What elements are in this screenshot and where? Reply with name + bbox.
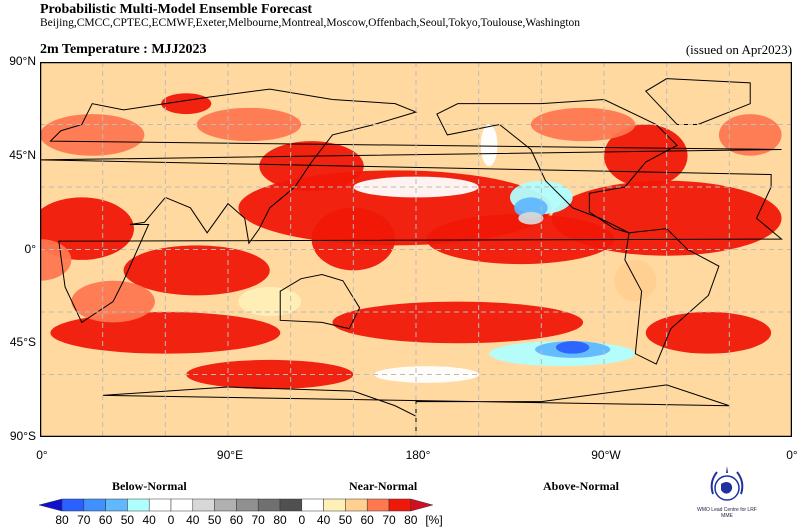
probability-region — [518, 212, 544, 225]
probability-region — [614, 259, 657, 302]
probability-region — [311, 207, 396, 271]
probability-region — [645, 312, 772, 354]
colorbar-box — [345, 498, 368, 512]
colorbar-arrow-high — [410, 498, 434, 512]
coastline — [40, 88, 783, 324]
probability-region — [123, 245, 270, 296]
lon-label: 90°E — [216, 448, 244, 462]
lat-label: 90°N — [9, 54, 36, 68]
colorbar-tick-label: 60 — [98, 513, 113, 527]
colorbar-tick-label: 80 — [404, 513, 418, 527]
near-normal-label: Near-Normal — [349, 479, 418, 493]
probability-region — [238, 287, 302, 317]
above-normal-label: Above-Normal — [543, 479, 619, 493]
probability-region — [40, 239, 72, 281]
lon-label: 90°W — [591, 448, 621, 462]
colorbar-box — [279, 498, 303, 512]
colorbar-tick-label: 70 — [77, 513, 91, 527]
colorbar-tick-label: 40 — [142, 513, 156, 527]
coastline — [279, 273, 361, 330]
lon-label: 0° — [786, 448, 798, 462]
forecast-map — [40, 62, 792, 437]
probability-region — [480, 124, 498, 167]
colorbar-tick-label: 70 — [251, 513, 265, 527]
colorbar-tick-label: 0 — [298, 513, 306, 527]
colorbar-box — [236, 498, 259, 512]
colorbar-box — [148, 498, 172, 512]
colorbar-box — [83, 498, 106, 512]
colorbar-box — [105, 498, 128, 512]
colorbar-box — [301, 498, 324, 512]
unit-label: [%] — [425, 513, 443, 527]
lat-label: 90°S — [9, 429, 36, 443]
probability-region — [40, 114, 145, 156]
colorbar-tick-label: 80 — [273, 513, 287, 527]
lat-label: 0° — [24, 242, 36, 256]
probability-region — [40, 197, 134, 260]
colorbar-box — [127, 498, 150, 512]
colorbar-box — [61, 498, 85, 512]
colorbar-box — [170, 498, 194, 512]
probability-region — [259, 141, 364, 192]
probability-region — [555, 341, 590, 354]
colorbar-tick-label: 40 — [316, 513, 331, 527]
page-title: Probabilistic Multi-Model Ensemble Forec… — [40, 2, 313, 17]
colorbar — [38, 498, 434, 512]
coastline — [624, 228, 720, 365]
colorbar-tick-label: 50 — [207, 513, 222, 527]
logo-text: WMO Lead Centre for LRF MME — [697, 507, 757, 519]
colorbar-tick-label: 60 — [229, 513, 244, 527]
colorbar-box — [388, 498, 412, 512]
colorbar-tick-label: 40 — [186, 513, 200, 527]
probability-region — [332, 301, 584, 344]
lat-label: 45°N — [9, 148, 36, 162]
colorbar-tick-label: 80 — [55, 513, 69, 527]
colorbar-tick-label: 0 — [167, 513, 175, 527]
probability-region — [374, 366, 479, 383]
coastline — [436, 98, 678, 234]
lon-label: 0° — [36, 448, 48, 462]
below-normal-label: Below-Normal — [112, 479, 187, 493]
probability-region — [514, 197, 548, 219]
colorbar-tick-label: 60 — [360, 513, 374, 527]
colorbar-box — [323, 498, 346, 512]
colorbar-box — [257, 498, 281, 512]
map-subtitle: 2m Temperature : MJJ2023 — [40, 42, 207, 57]
model-list: Beijing,CMCC,CPTEC,ECMWF,Exeter,Melbourn… — [40, 17, 581, 29]
probability-region — [353, 176, 479, 198]
colorbar-tick-label: 50 — [120, 513, 135, 527]
wmo-logo — [710, 466, 744, 501]
colorbar-box — [366, 498, 390, 512]
colorbar-tick-label: 50 — [338, 513, 353, 527]
issued-date: (issued on Apr2023) — [685, 42, 792, 57]
lat-label: 45°S — [9, 335, 36, 349]
colorbar-tick-label: 70 — [382, 513, 396, 527]
map-frame — [40, 62, 792, 437]
colorbar-arrow-low — [38, 498, 63, 512]
colorbar-box — [214, 498, 237, 512]
colorbar-box — [192, 498, 215, 512]
lon-label: 180° — [405, 448, 431, 462]
